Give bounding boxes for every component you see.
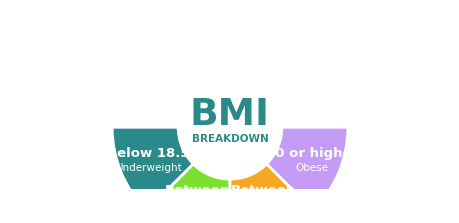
Text: BREAKDOWN: BREAKDOWN	[191, 134, 268, 144]
Text: 25-29.9: 25-29.9	[234, 199, 291, 212]
Wedge shape	[146, 164, 230, 223]
Wedge shape	[112, 127, 193, 211]
Text: 18.5-24.9: 18.5-24.9	[161, 199, 232, 212]
Circle shape	[178, 75, 281, 179]
Wedge shape	[266, 127, 347, 211]
Text: BMI: BMI	[190, 97, 269, 134]
Text: 30 or higher: 30 or higher	[265, 147, 357, 160]
Text: Normal weight: Normal weight	[158, 216, 235, 223]
Wedge shape	[230, 164, 313, 223]
Text: Underweight: Underweight	[114, 163, 181, 173]
Text: Overweight: Overweight	[232, 216, 292, 223]
Text: Below 18.5: Below 18.5	[106, 147, 189, 160]
Text: Obese: Obese	[295, 163, 328, 173]
Text: Between: Between	[230, 184, 295, 197]
Text: Between: Between	[164, 184, 229, 197]
